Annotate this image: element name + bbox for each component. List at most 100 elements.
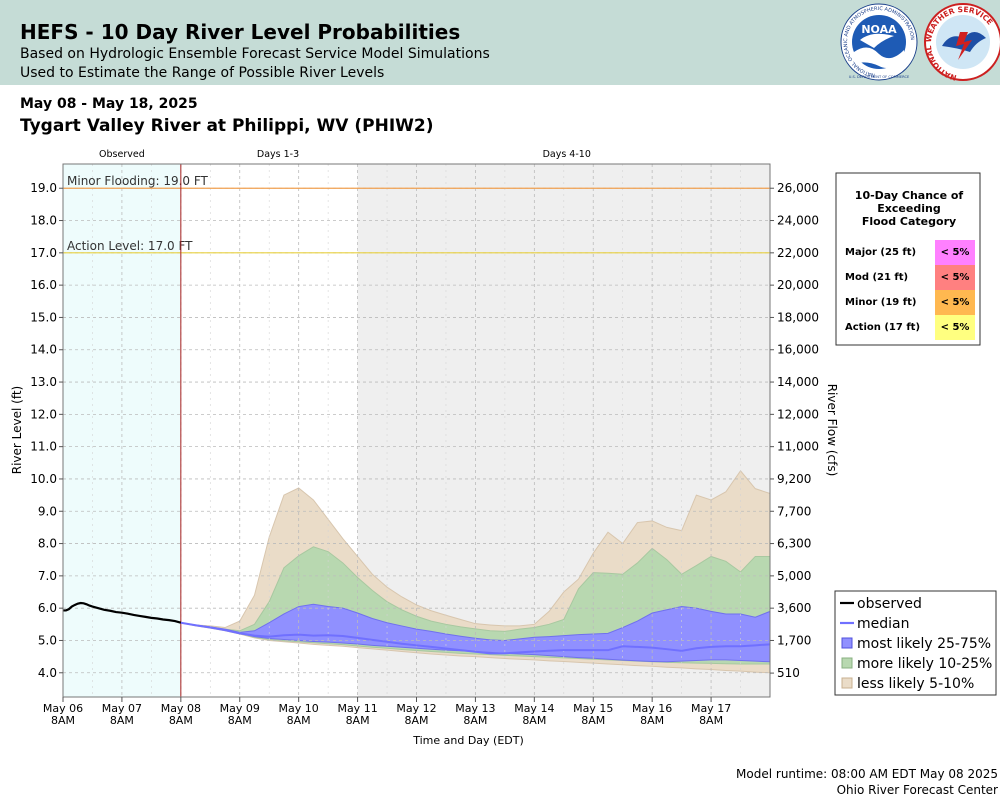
y2-tick-label: 16,000 [777,343,819,357]
y2-tick-label: 510 [777,666,800,680]
y-tick-label: 7.0 [38,569,57,583]
flood-row-label: Minor (19 ft) [845,297,916,308]
flood-row-swatch [935,290,975,315]
y2-tick-label: 7,700 [777,504,811,518]
chart-legend: observed median most likely 25-75% more lik… [834,590,997,696]
x-tick-label: May 11 [337,702,377,715]
x-axis-title: Time and Day (EDT) [412,734,524,747]
threshold-label-minor: Minor Flooding: 19.0 FT [67,174,209,188]
noaa-logo-icon: NOAA NATIONAL OCEANIC AND ATMOSPHERIC AD… [840,3,918,81]
legend-label-b1025: more likely 10-25% [857,656,992,672]
legend-swatch-b2575 [841,637,853,649]
y-tick-label: 11.0 [30,440,57,454]
agency-logos: NOAA NATIONAL OCEANIC AND ATMOSPHERIC AD… [840,3,1000,82]
y2-tick-label: 22,000 [777,246,819,260]
x-tick-label-time: 8AM [169,714,193,727]
median-line [180,621,771,655]
y2-tick-label: 1,700 [777,633,811,647]
flood-row-value: < 5% [941,272,970,283]
y-tick-label: 14.0 [30,343,57,357]
x-tick-label: May 07 [102,702,142,715]
y-tick-label: 16.0 [30,278,57,292]
y2-tick-label: 24,000 [777,214,819,228]
y-axis-title: River Level (ft) [10,386,24,474]
x-tick-label: May 15 [573,702,613,715]
legend-label-observed: observed [857,596,922,612]
x-tick-label-time: 8AM [522,714,546,727]
y2-tick-label: 5,000 [777,569,811,583]
y-tick-label: 4.0 [38,666,57,680]
flood-row-value: < 5% [941,247,970,258]
x-tick-label: May 13 [455,702,495,715]
forecast-date-range: May 08 - May 18, 2025 [20,96,198,112]
observed-line [63,601,182,624]
x-tick-label: May 08 [161,702,201,715]
legend-swatch-b0510 [841,677,853,689]
y2-tick-label: 14,000 [777,375,819,389]
period-label-0: Observed [99,149,145,160]
forecast-center: Ohio River Forecast Center [836,783,998,797]
nws-logo-icon: NATIONAL WEATHER SERVICE [924,3,1000,82]
y2-axis-title: River Flow (cfs) [825,384,839,477]
legend-label-b0510: less likely 5-10% [857,676,974,692]
page-title: HEFS - 10 Day River Level Probabilities [20,20,461,44]
flood-row-value: < 5% [941,322,970,333]
x-tick-label-time: 8AM [51,714,75,727]
axes: Observed Days 1-3 Days 4-10 4.0 5.0 6.0 7.0 8.0… [10,149,839,747]
flood-row-swatch [935,240,975,265]
y2-tick-label: 20,000 [777,278,819,292]
x-tick-label-time: 8AM [640,714,664,727]
x-tick-label-time: 8AM [699,714,723,727]
page-subtitle-2: Used to Estimate the Range of Possible R… [20,65,385,81]
x-tick-label-time: 8AM [287,714,311,727]
flood-thresholds: Minor Flooding: 19.0 FT Action Level: 17.… [63,164,770,697]
flood-row-swatch [935,315,975,340]
flood-table-title-line: Flood Category [862,215,956,228]
x-tick-label: May 10 [279,702,319,715]
y-tick-label: 12.0 [30,407,57,421]
flood-table-title-line: Exceeding [877,202,940,215]
x-tick-label-time: 8AM [228,714,252,727]
y-tick-label: 8.0 [38,537,57,551]
legend-label-b2575: most likely 25-75% [857,636,991,652]
y2-tick-label: 3,600 [777,601,811,615]
x-tick-label: May 06 [43,702,83,715]
legend-label-median: median [857,616,909,632]
y-tick-label: 18.0 [30,214,57,228]
flood-row-value: < 5% [941,297,970,308]
y-tick-label: 15.0 [30,310,57,324]
y-tick-label: 13.0 [30,375,57,389]
x-tick-label-time: 8AM [404,714,428,727]
x-tick-label-time: 8AM [581,714,605,727]
flood-row-label: Major (25 ft) [845,247,916,258]
y-tick-label: 6.0 [38,601,57,615]
noaa-logo-dept-text: U.S. DEPARTMENT OF COMMERCE [849,75,910,79]
y-tick-label: 10.0 [30,472,57,486]
x-tick-label: May 14 [514,702,554,715]
y-tick-label: 17.0 [30,246,57,260]
flood-row-label: Action (17 ft) [845,322,920,333]
station-name: Tygart Valley River at Philippi, WV (PHI… [20,116,434,136]
y-tick-label: 9.0 [38,504,57,518]
x-tick-label-time: 8AM [110,714,134,727]
threshold-label-action: Action Level: 17.0 FT [67,239,193,253]
y2-tick-label: 9,200 [777,472,811,486]
flood-table-title-line: 10-Day Chance of [855,189,964,202]
x-tick-label: May 17 [691,702,731,715]
noaa-logo-text: NOAA [861,23,897,36]
y2-tick-label: 18,000 [777,310,819,324]
x-tick-label: May 16 [632,702,672,715]
y2-tick-label: 12,000 [777,407,819,421]
y2-tick-label: 26,000 [777,181,819,195]
period-label-1: Days 1-3 [257,149,299,160]
x-tick-label: May 12 [396,702,436,715]
y-tick-label: 5.0 [38,633,57,647]
y2-tick-label: 6,300 [777,537,811,551]
series-lines [63,601,771,655]
model-runtime: Model runtime: 08:00 AM EDT May 08 2025 [736,767,998,781]
legend-box [834,590,997,696]
flood-row-swatch [935,265,975,290]
page-subtitle-1: Based on Hydrologic Ensemble Forecast Se… [20,46,490,62]
